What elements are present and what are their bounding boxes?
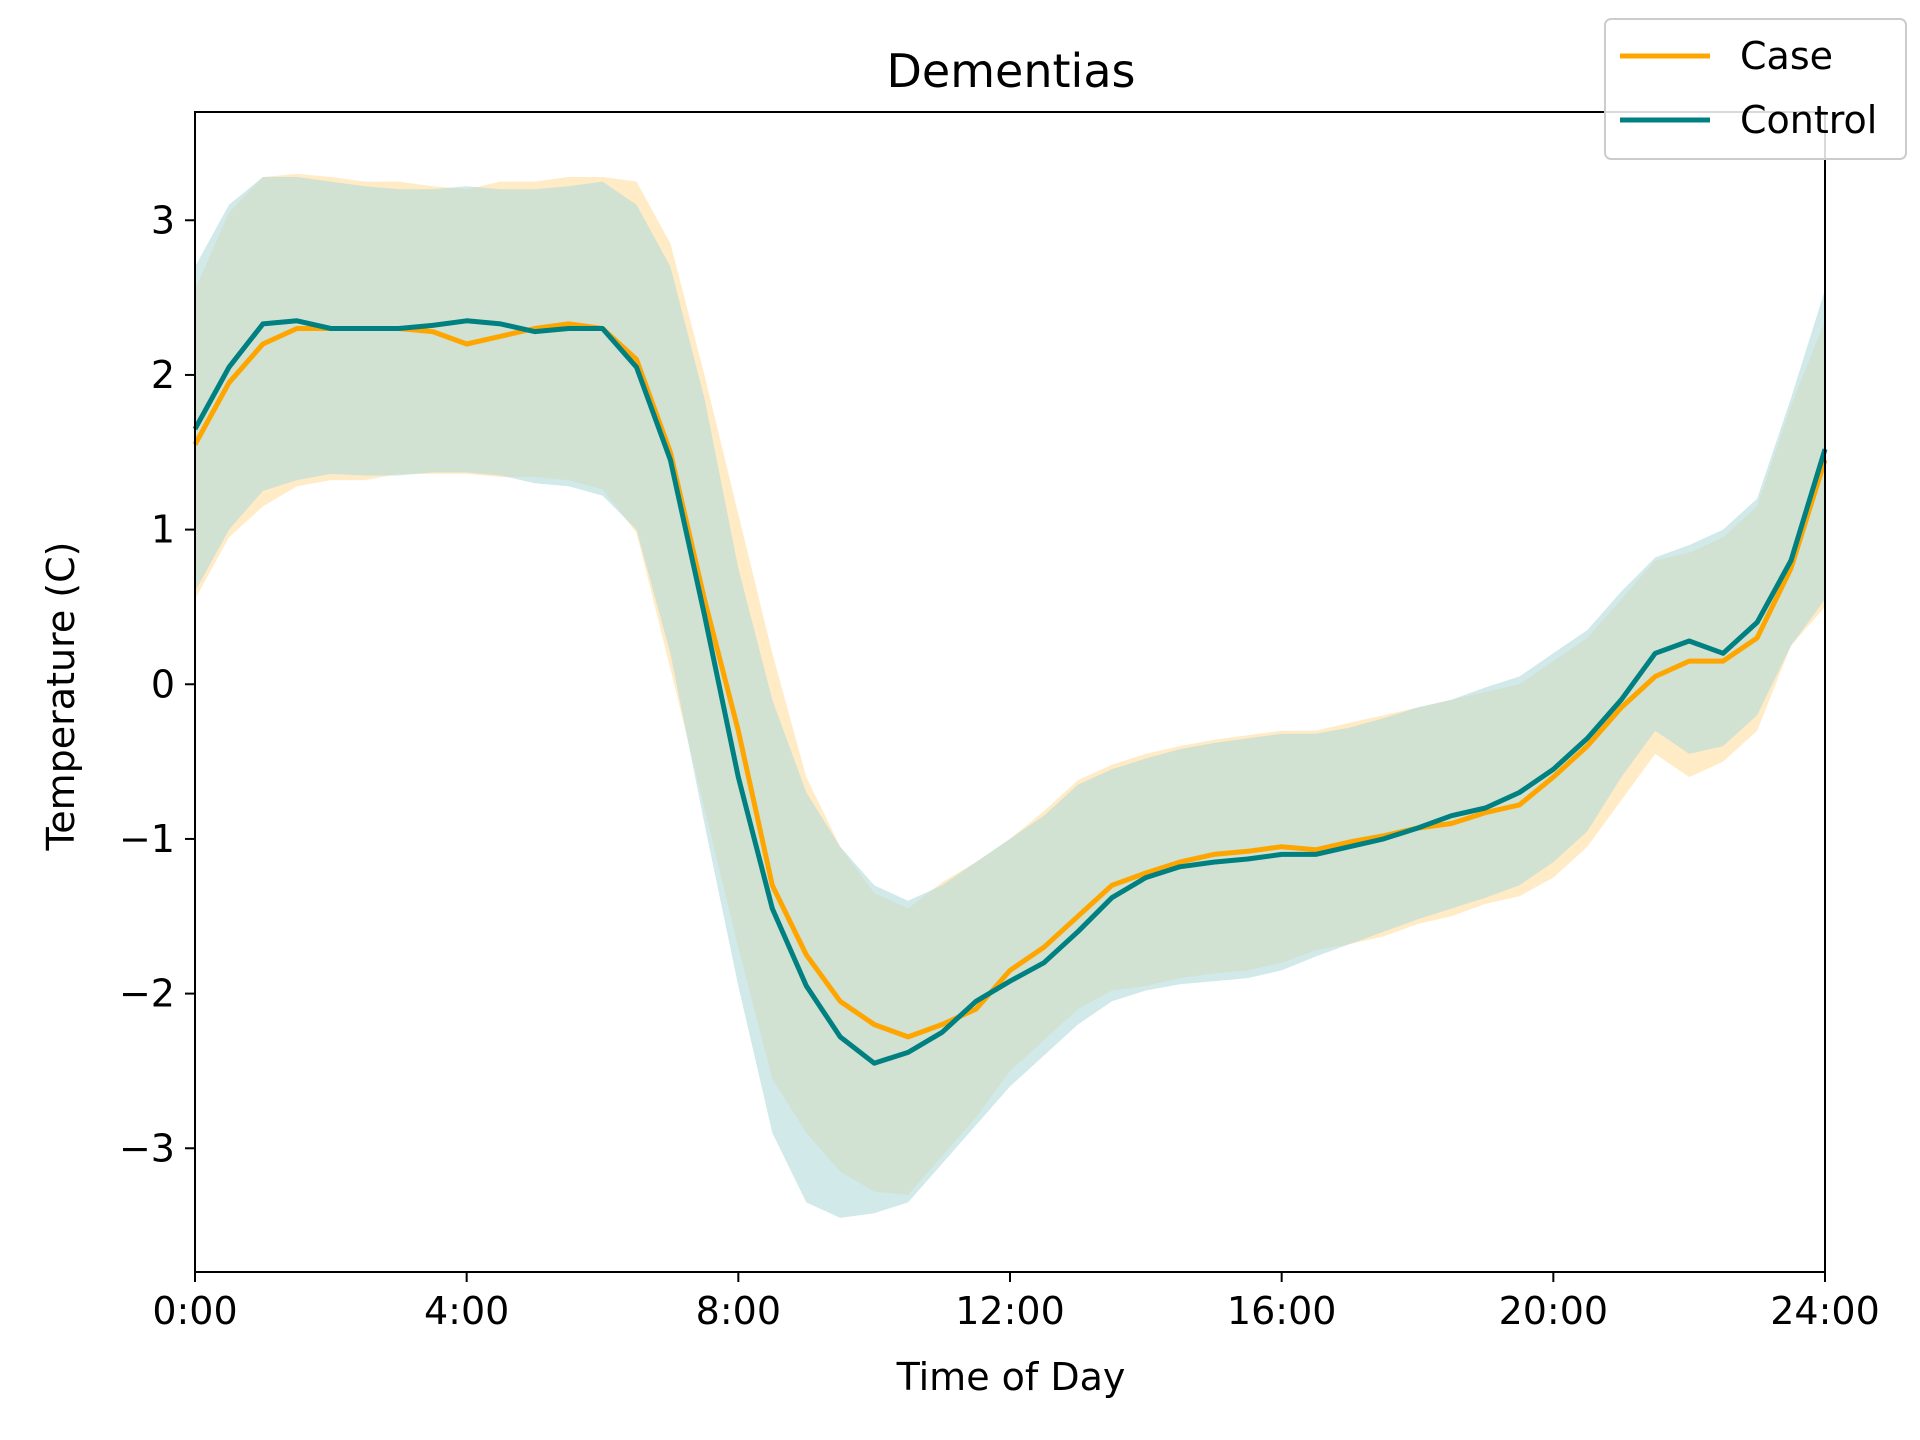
x-tick-label: 8:00 <box>696 1289 781 1333</box>
legend-label-case: Case <box>1740 34 1833 78</box>
x-axis: 0:00 4:00 8:00 12:00 16:00 20:00 24:00 <box>152 1272 1880 1333</box>
confidence-bands <box>195 173 1825 1218</box>
y-tick-label: 0 <box>151 662 175 706</box>
band-control <box>195 177 1825 1218</box>
y-axis-label: Temperature (C) <box>39 542 83 852</box>
x-tick-label: 20:00 <box>1499 1289 1609 1333</box>
legend-label-control: Control <box>1740 98 1877 142</box>
chart-title: Dementias <box>887 44 1136 98</box>
x-axis-label: Time of Day <box>896 1355 1126 1399</box>
x-tick-label: 4:00 <box>424 1289 509 1333</box>
legend: Case Control <box>1604 18 1907 160</box>
line-case <box>192 321 1828 1040</box>
y-tick-label: 1 <box>151 508 175 552</box>
series-lines <box>192 318 1828 1066</box>
y-axis: −3 −2 −1 0 1 2 3 <box>119 198 195 1170</box>
x-tick-label: 0:00 <box>152 1289 237 1333</box>
line-control <box>192 318 1828 1066</box>
y-tick-label: −1 <box>119 817 175 861</box>
y-tick-label: −3 <box>119 1126 175 1170</box>
x-tick-label: 16:00 <box>1227 1289 1337 1333</box>
x-tick-label: 12:00 <box>955 1289 1065 1333</box>
y-tick-label: −2 <box>119 972 175 1016</box>
y-tick-label: 3 <box>151 198 175 242</box>
y-tick-label: 2 <box>151 353 175 397</box>
x-tick-label: 24:00 <box>1770 1289 1880 1333</box>
